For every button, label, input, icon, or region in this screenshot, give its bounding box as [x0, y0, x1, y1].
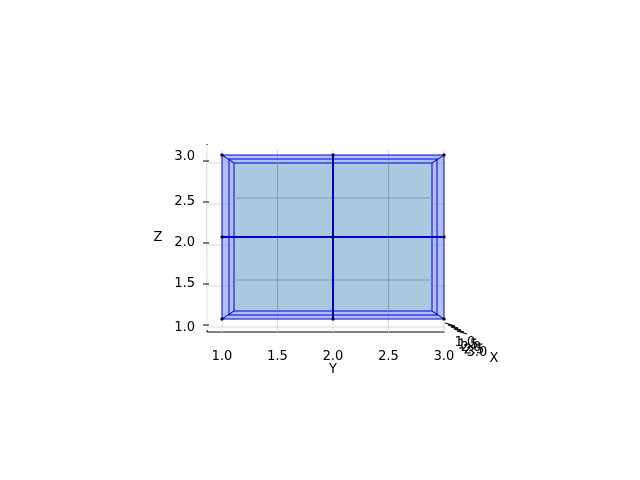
wire-corner	[221, 310, 235, 320]
y-tick-label: 2.5	[378, 349, 399, 364]
z-tick-label: 1.0	[174, 320, 195, 335]
z-tick-label: 3.0	[174, 149, 195, 164]
y-tick-label: 2.0	[323, 349, 344, 364]
y-tick-label: 1.0	[212, 349, 233, 364]
x-tick-label: 1.0	[455, 335, 476, 350]
x-tick-mark	[453, 328, 465, 333]
y-axis-label: Y	[328, 362, 337, 377]
y-tick-label: 1.5	[267, 349, 288, 364]
x-tick-label: 1.5	[458, 338, 479, 353]
z-tick-label: 1.5	[174, 276, 195, 291]
x-tick-label: 3.0	[467, 345, 488, 360]
wireframe-lines	[220, 153, 446, 321]
tick-labels: 1.01.52.02.53.01.0 1.5 2.0 2.5 3.01.01.52.02…	[174, 149, 487, 364]
wire-point	[220, 317, 224, 321]
wire-point	[442, 235, 446, 239]
x-tick-label: 2.0	[461, 340, 482, 355]
wire-corner	[431, 154, 445, 164]
x-tick-label: 2.5	[464, 343, 485, 358]
wire-point	[442, 153, 446, 157]
wire-point	[331, 153, 335, 157]
x-tick-mark	[450, 326, 462, 331]
y-tick-label: 3.0	[434, 349, 455, 364]
z-tick-label: 2.5	[174, 194, 195, 209]
wire-point	[442, 317, 446, 321]
x-tick-mark	[444, 322, 456, 327]
x-tick-mark	[456, 330, 468, 335]
wire-point	[331, 235, 335, 239]
x-tick-mark	[447, 324, 459, 329]
z-axis-label: Z	[154, 230, 163, 245]
z-tick-label: 2.0	[174, 235, 195, 250]
x-axis-label: X	[490, 351, 499, 366]
wire-point	[220, 153, 224, 157]
wire-point	[331, 317, 335, 321]
wire-corner	[221, 154, 235, 164]
wire-point	[220, 235, 224, 239]
wire-corner	[431, 310, 445, 320]
